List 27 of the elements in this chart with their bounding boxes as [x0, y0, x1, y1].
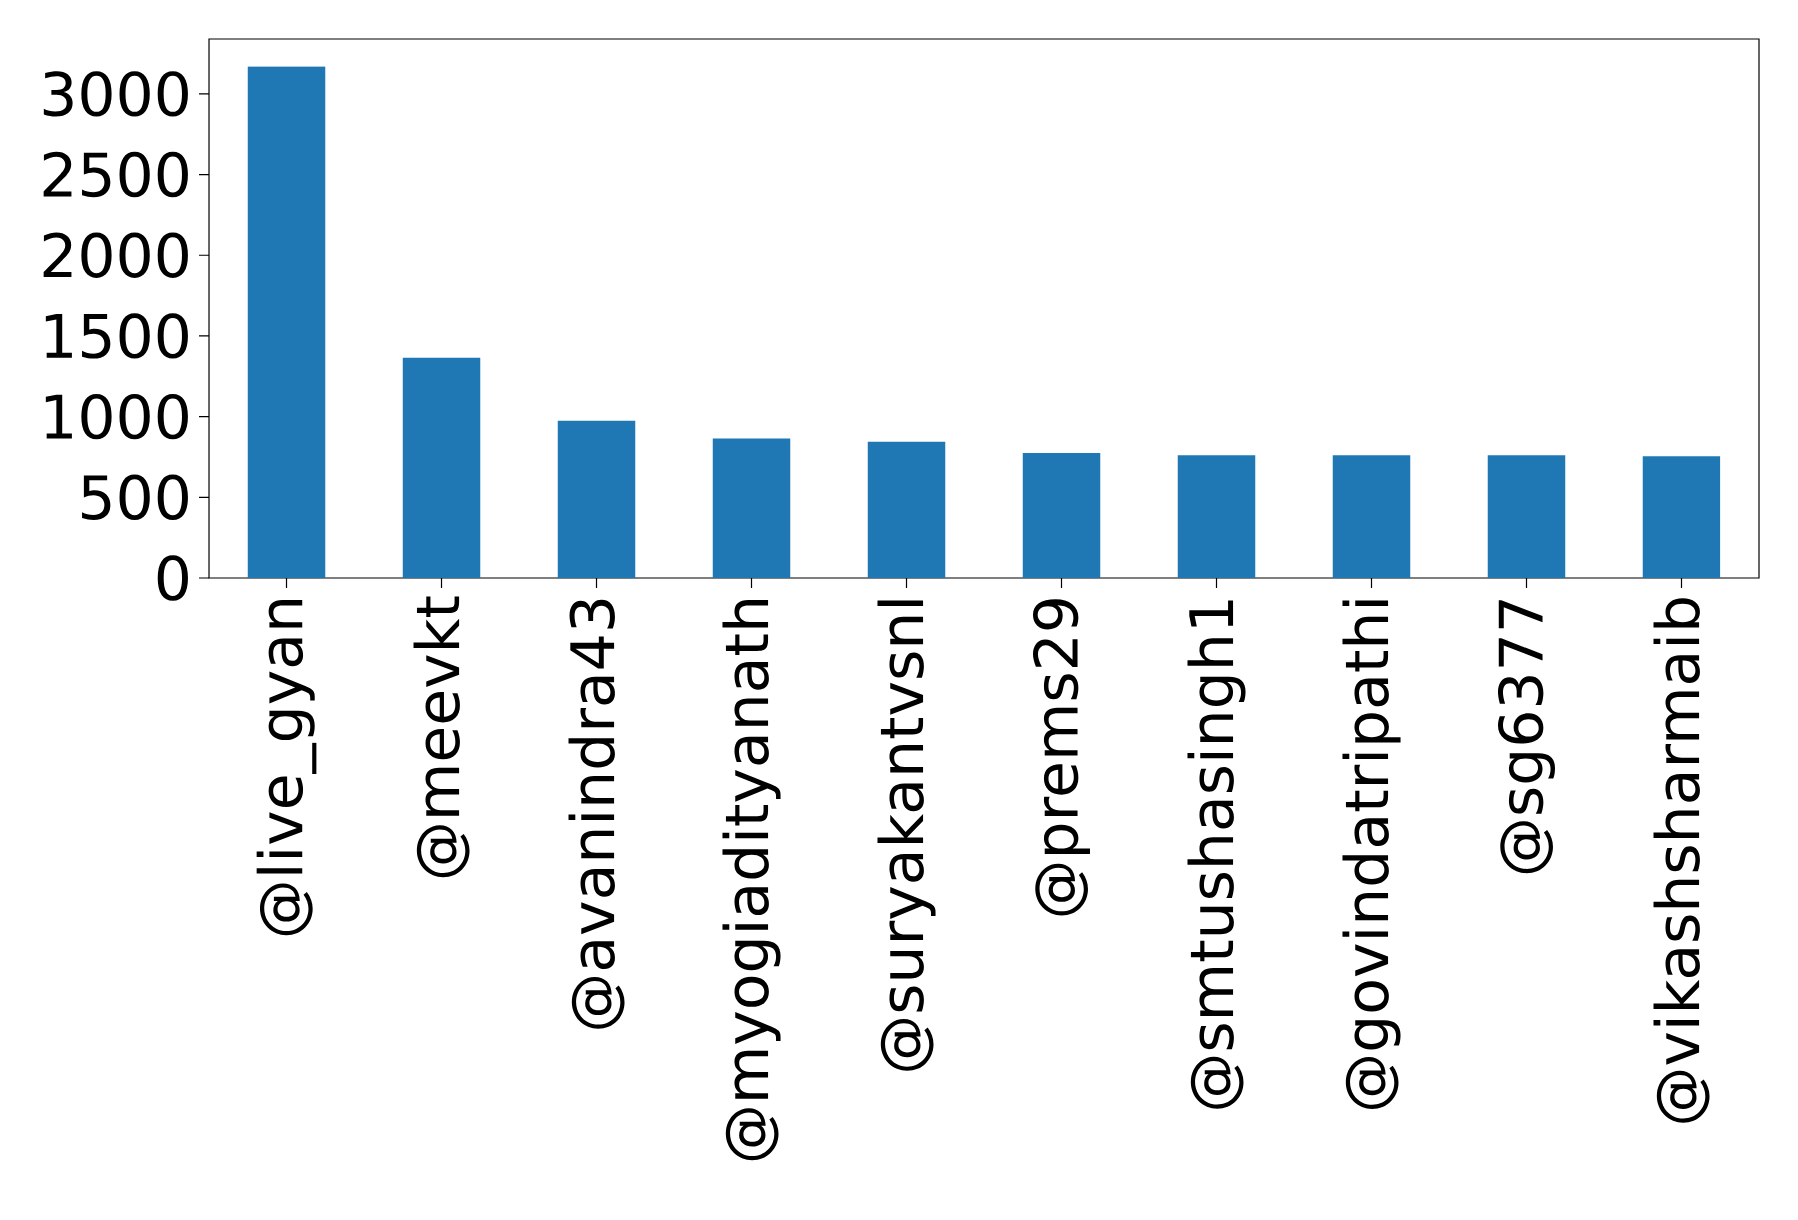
- y-tick-label: 0: [157, 555, 188, 601]
- bar: [1177, 455, 1256, 578]
- x-tick-label: @govindatripathi: [1342, 600, 1401, 1109]
- y-tick-label: 500: [82, 474, 188, 520]
- bar: [402, 357, 481, 578]
- x-tick-label: @avanindra43: [568, 599, 625, 1029]
- bar: [1642, 456, 1721, 578]
- bar: [712, 438, 791, 578]
- y-tick-label: 3000: [43, 71, 188, 117]
- x-tick-label: @live_gyan: [256, 600, 317, 936]
- x-tick-label: @smtushasingh1: [1187, 600, 1246, 1109]
- bar: [1332, 455, 1411, 578]
- bar: [867, 441, 946, 578]
- bar: [1022, 452, 1101, 578]
- x-tick-label: @vikashsharmaib: [1653, 598, 1710, 1123]
- y-tick-label: 1500: [45, 313, 188, 359]
- y-tick-label: 1000: [45, 393, 188, 440]
- bar: [1487, 455, 1566, 578]
- y-tick-label: 2500: [43, 151, 188, 198]
- x-tick-label: @sg6377: [1497, 600, 1556, 874]
- bar: [247, 66, 326, 578]
- x-tick-label: @myogiadityanath: [722, 600, 781, 1161]
- y-tick-label: 2000: [43, 232, 188, 278]
- x-tick-label: @meevkt: [413, 596, 470, 878]
- bar: [557, 420, 636, 578]
- x-tick-label: @suryakantvsnl: [877, 600, 936, 1071]
- x-tick-label: @prems29: [1032, 599, 1091, 916]
